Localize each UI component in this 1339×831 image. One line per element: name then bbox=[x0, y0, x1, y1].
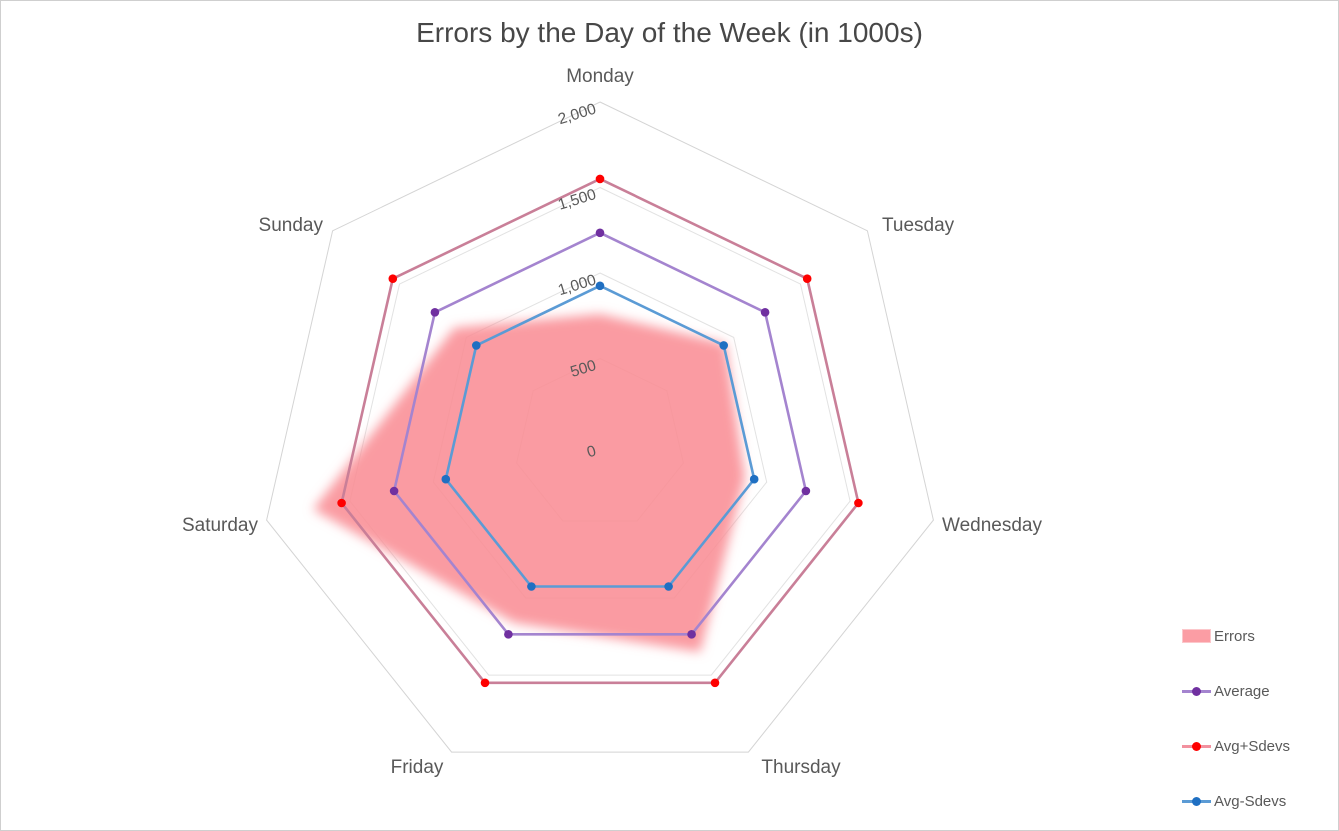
axis-tick-label-1000: 1,000 bbox=[556, 271, 598, 299]
marker-avg-sdevs-tuesday bbox=[802, 274, 812, 284]
gridline-ring-1500 bbox=[349, 186, 851, 676]
legend-dot-icon bbox=[1192, 796, 1201, 806]
category-label-sunday: Sunday bbox=[259, 215, 324, 236]
legend-item-avg-sdevs[interactable]: Avg-Sdevs bbox=[1182, 792, 1287, 810]
legend-label: Avg-Sdevs bbox=[1214, 792, 1287, 810]
gridline-ring-2000 bbox=[266, 101, 934, 753]
chart-title: Errors by the Day of the Week (in 1000s) bbox=[416, 17, 923, 48]
marker-avg-sdevs-friday bbox=[527, 582, 536, 591]
legend-area-swatch-icon bbox=[1182, 629, 1211, 643]
category-label-tuesday: Tuesday bbox=[882, 215, 955, 236]
legend-item-errors[interactable]: Errors bbox=[1182, 627, 1255, 645]
category-label-saturday: Saturday bbox=[182, 515, 259, 536]
marker-avg-sdevs-monday bbox=[595, 281, 605, 291]
marker-average-saturday bbox=[389, 486, 399, 496]
marker-avg-sdevs-monday bbox=[595, 174, 605, 184]
marker-avg-sdevs-thursday bbox=[710, 678, 720, 688]
legend-item-average[interactable]: Average bbox=[1182, 682, 1270, 700]
marker-average-tuesday bbox=[760, 308, 770, 317]
legend-item-avg-sdevs[interactable]: Avg+Sdevs bbox=[1182, 737, 1291, 755]
category-label-friday: Friday bbox=[391, 757, 444, 778]
legend-line-marker-icon bbox=[1182, 794, 1211, 808]
legend-line-marker-icon bbox=[1182, 739, 1211, 753]
marker-average-friday bbox=[504, 630, 513, 639]
marker-avg-sdevs-saturday bbox=[441, 474, 451, 484]
axis-tick-label-500: 500 bbox=[568, 357, 598, 381]
marker-average-monday bbox=[595, 228, 605, 238]
legend-label: Avg+Sdevs bbox=[1214, 737, 1291, 755]
legend-line-marker-icon bbox=[1182, 684, 1211, 698]
marker-average-sunday bbox=[430, 308, 440, 317]
axis-tick-label-2000: 2,000 bbox=[556, 100, 598, 128]
axis-tick-label-1500: 1,500 bbox=[556, 186, 598, 214]
marker-avg-sdevs-wednesday bbox=[854, 498, 863, 508]
series-line-avg-sdevs bbox=[444, 284, 756, 588]
legend-dot-icon bbox=[1192, 686, 1201, 696]
category-label-monday: Monday bbox=[566, 66, 634, 87]
legend-dot-icon bbox=[1192, 741, 1201, 751]
marker-avg-sdevs-sunday bbox=[388, 274, 398, 284]
legend-label: Errors bbox=[1214, 627, 1255, 645]
series-line-average bbox=[392, 231, 808, 636]
marker-average-wednesday bbox=[801, 486, 811, 496]
marker-avg-sdevs-saturday bbox=[337, 498, 346, 508]
marker-avg-sdevs-friday bbox=[480, 678, 490, 688]
marker-average-thursday bbox=[687, 630, 696, 639]
legend-label: Average bbox=[1214, 682, 1270, 700]
marker-avg-sdevs-sunday bbox=[472, 341, 481, 350]
marker-avg-sdevs-tuesday bbox=[719, 341, 728, 350]
series-area-errors bbox=[313, 314, 745, 652]
marker-avg-sdevs-wednesday bbox=[749, 474, 759, 484]
category-label-thursday: Thursday bbox=[761, 757, 841, 778]
series-line-avg-sdevs bbox=[340, 177, 860, 685]
marker-avg-sdevs-thursday bbox=[664, 582, 673, 591]
category-label-wednesday: Wednesday bbox=[942, 515, 1042, 536]
